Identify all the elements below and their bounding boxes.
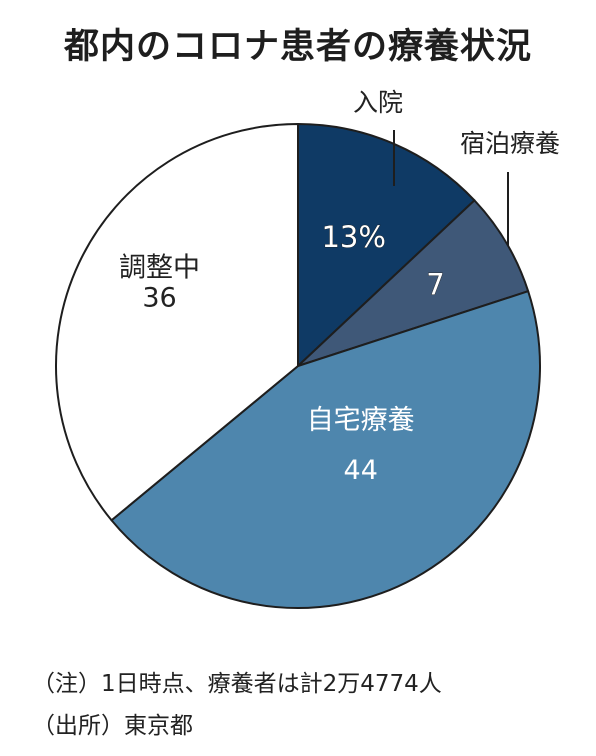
pie-slice-2 (110, 290, 542, 609)
chart-title: 都内のコロナ患者の療養状況 (63, 27, 532, 67)
pie-slice-1 (297, 199, 530, 367)
slice-label-2: 自宅療養 (307, 405, 415, 436)
slice-label-3: 調整中 (119, 253, 200, 284)
slice-value-2: 44 (344, 455, 378, 486)
label-inpatient: 入院 (353, 88, 403, 117)
label-hotel: 宿泊療養 (460, 129, 560, 158)
pie-slices (55, 123, 542, 609)
slice-value-1: 7 (426, 268, 444, 302)
footnote-note: （注）1日時点、療養者は計2万4774人 (32, 671, 442, 697)
slice-value-0: 13% (321, 220, 385, 254)
pie-slice-3 (55, 123, 299, 522)
slice-value-3: 36 (142, 283, 176, 314)
leader-lines (393, 130, 509, 246)
footnote-source: （出所）東京都 (32, 713, 193, 739)
